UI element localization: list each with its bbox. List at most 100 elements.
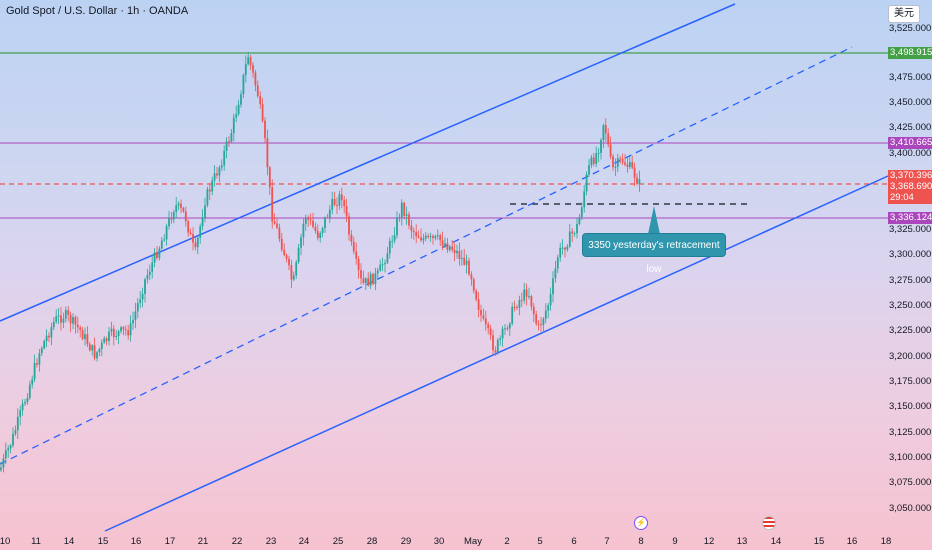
candle-body: [607, 133, 610, 145]
candle-body: [388, 241, 391, 254]
candle-body: [328, 209, 331, 218]
candle-body: [148, 271, 151, 276]
candle-body: [194, 242, 197, 248]
candle-body: [230, 133, 233, 142]
candle-body: [568, 231, 571, 247]
candle-body: [228, 141, 230, 143]
candle-body: [631, 162, 634, 168]
candle-body: [343, 200, 346, 207]
candle-body: [535, 314, 538, 324]
candle-body: [602, 125, 605, 140]
candle-body: [120, 327, 122, 332]
candle-body: [170, 217, 173, 220]
candle-body: [64, 310, 67, 319]
candle-body: [566, 246, 569, 250]
time-tick: 29: [400, 536, 412, 547]
candle-body: [237, 104, 240, 115]
candle-body: [189, 232, 192, 235]
candle-body: [487, 324, 490, 329]
candle-body: [136, 302, 139, 312]
channel-lower-line[interactable]: [104, 175, 889, 532]
candle-body: [86, 334, 89, 345]
candle-body: [460, 257, 463, 259]
candle-body: [307, 218, 310, 220]
candle-body: [158, 248, 161, 258]
candle-body: [153, 252, 156, 263]
candle-body: [211, 180, 214, 192]
candle-body: [355, 251, 358, 259]
candle-body: [489, 328, 492, 336]
candle-body: [338, 194, 341, 206]
candle-body: [525, 289, 528, 297]
candle-body: [117, 331, 120, 337]
candle-body: [304, 218, 307, 224]
candle-body: [571, 231, 574, 234]
upper-level-price-tag: 3,410.665: [888, 137, 932, 149]
candle-body: [379, 264, 382, 271]
candle-body: [444, 243, 446, 246]
candle-body: [268, 167, 271, 188]
candle-body: [321, 228, 324, 234]
candle-body: [439, 235, 442, 241]
candle-body: [405, 214, 408, 216]
time-tick: 8: [638, 536, 644, 547]
time-tick: 5: [537, 536, 543, 547]
candle-body: [513, 306, 516, 308]
price-tick: 3,450.000: [889, 97, 932, 108]
candle-body: [451, 246, 454, 250]
time-tick: 15: [97, 536, 109, 547]
candle-body: [235, 114, 238, 118]
candle-body: [472, 279, 475, 291]
currency-button[interactable]: 美元: [888, 5, 920, 23]
candle-body: [518, 300, 521, 308]
candle-body: [88, 344, 91, 351]
candle-body: [612, 156, 614, 168]
candle-body: [146, 275, 149, 280]
price-tick: 3,175.000: [889, 376, 932, 387]
us-flag-icon[interactable]: [762, 516, 776, 530]
candle-body: [141, 293, 144, 300]
candle-body: [266, 138, 269, 168]
candle-body: [638, 179, 641, 184]
candle-body: [537, 323, 540, 325]
candle-body: [206, 189, 209, 206]
candle-body: [336, 204, 338, 206]
candle-body: [376, 270, 379, 274]
candle-body: [201, 217, 204, 227]
candle-body: [564, 247, 566, 250]
channel-mid-dashed-line[interactable]: [0, 46, 853, 465]
candle-body: [453, 249, 456, 254]
price-tick: 3,275.000: [889, 275, 932, 286]
candle-body: [168, 217, 170, 227]
candle-body: [254, 72, 257, 86]
candle-body: [523, 289, 526, 301]
time-tick: 24: [298, 536, 310, 547]
candle-body: [43, 341, 46, 349]
candle-body: [283, 249, 286, 256]
channel-upper-line[interactable]: [0, 3, 736, 322]
candle-body: [410, 225, 413, 231]
candle-body: [213, 173, 216, 181]
time-tick: 10: [0, 536, 11, 547]
candle-body: [393, 235, 396, 241]
candle-body: [559, 247, 562, 258]
time-tick: 15: [813, 536, 825, 547]
candle-body: [465, 260, 468, 265]
retracement-callout[interactable]: 3350 yesterday's retracement low: [582, 233, 726, 275]
candle-body: [496, 339, 499, 353]
price-tick: 3,125.000: [889, 427, 932, 438]
candle-body: [295, 262, 298, 276]
candle-body: [57, 315, 60, 317]
candle-body: [352, 241, 355, 252]
candle-body: [506, 328, 509, 330]
candle-body: [636, 177, 638, 184]
candle-body: [24, 402, 26, 404]
price-tick: 3,400.000: [889, 148, 932, 159]
candle-body: [585, 174, 588, 192]
candle-body: [31, 379, 34, 385]
candle-body: [547, 305, 550, 311]
candle-body: [240, 94, 242, 105]
lightning-icon[interactable]: ⚡: [634, 516, 648, 530]
